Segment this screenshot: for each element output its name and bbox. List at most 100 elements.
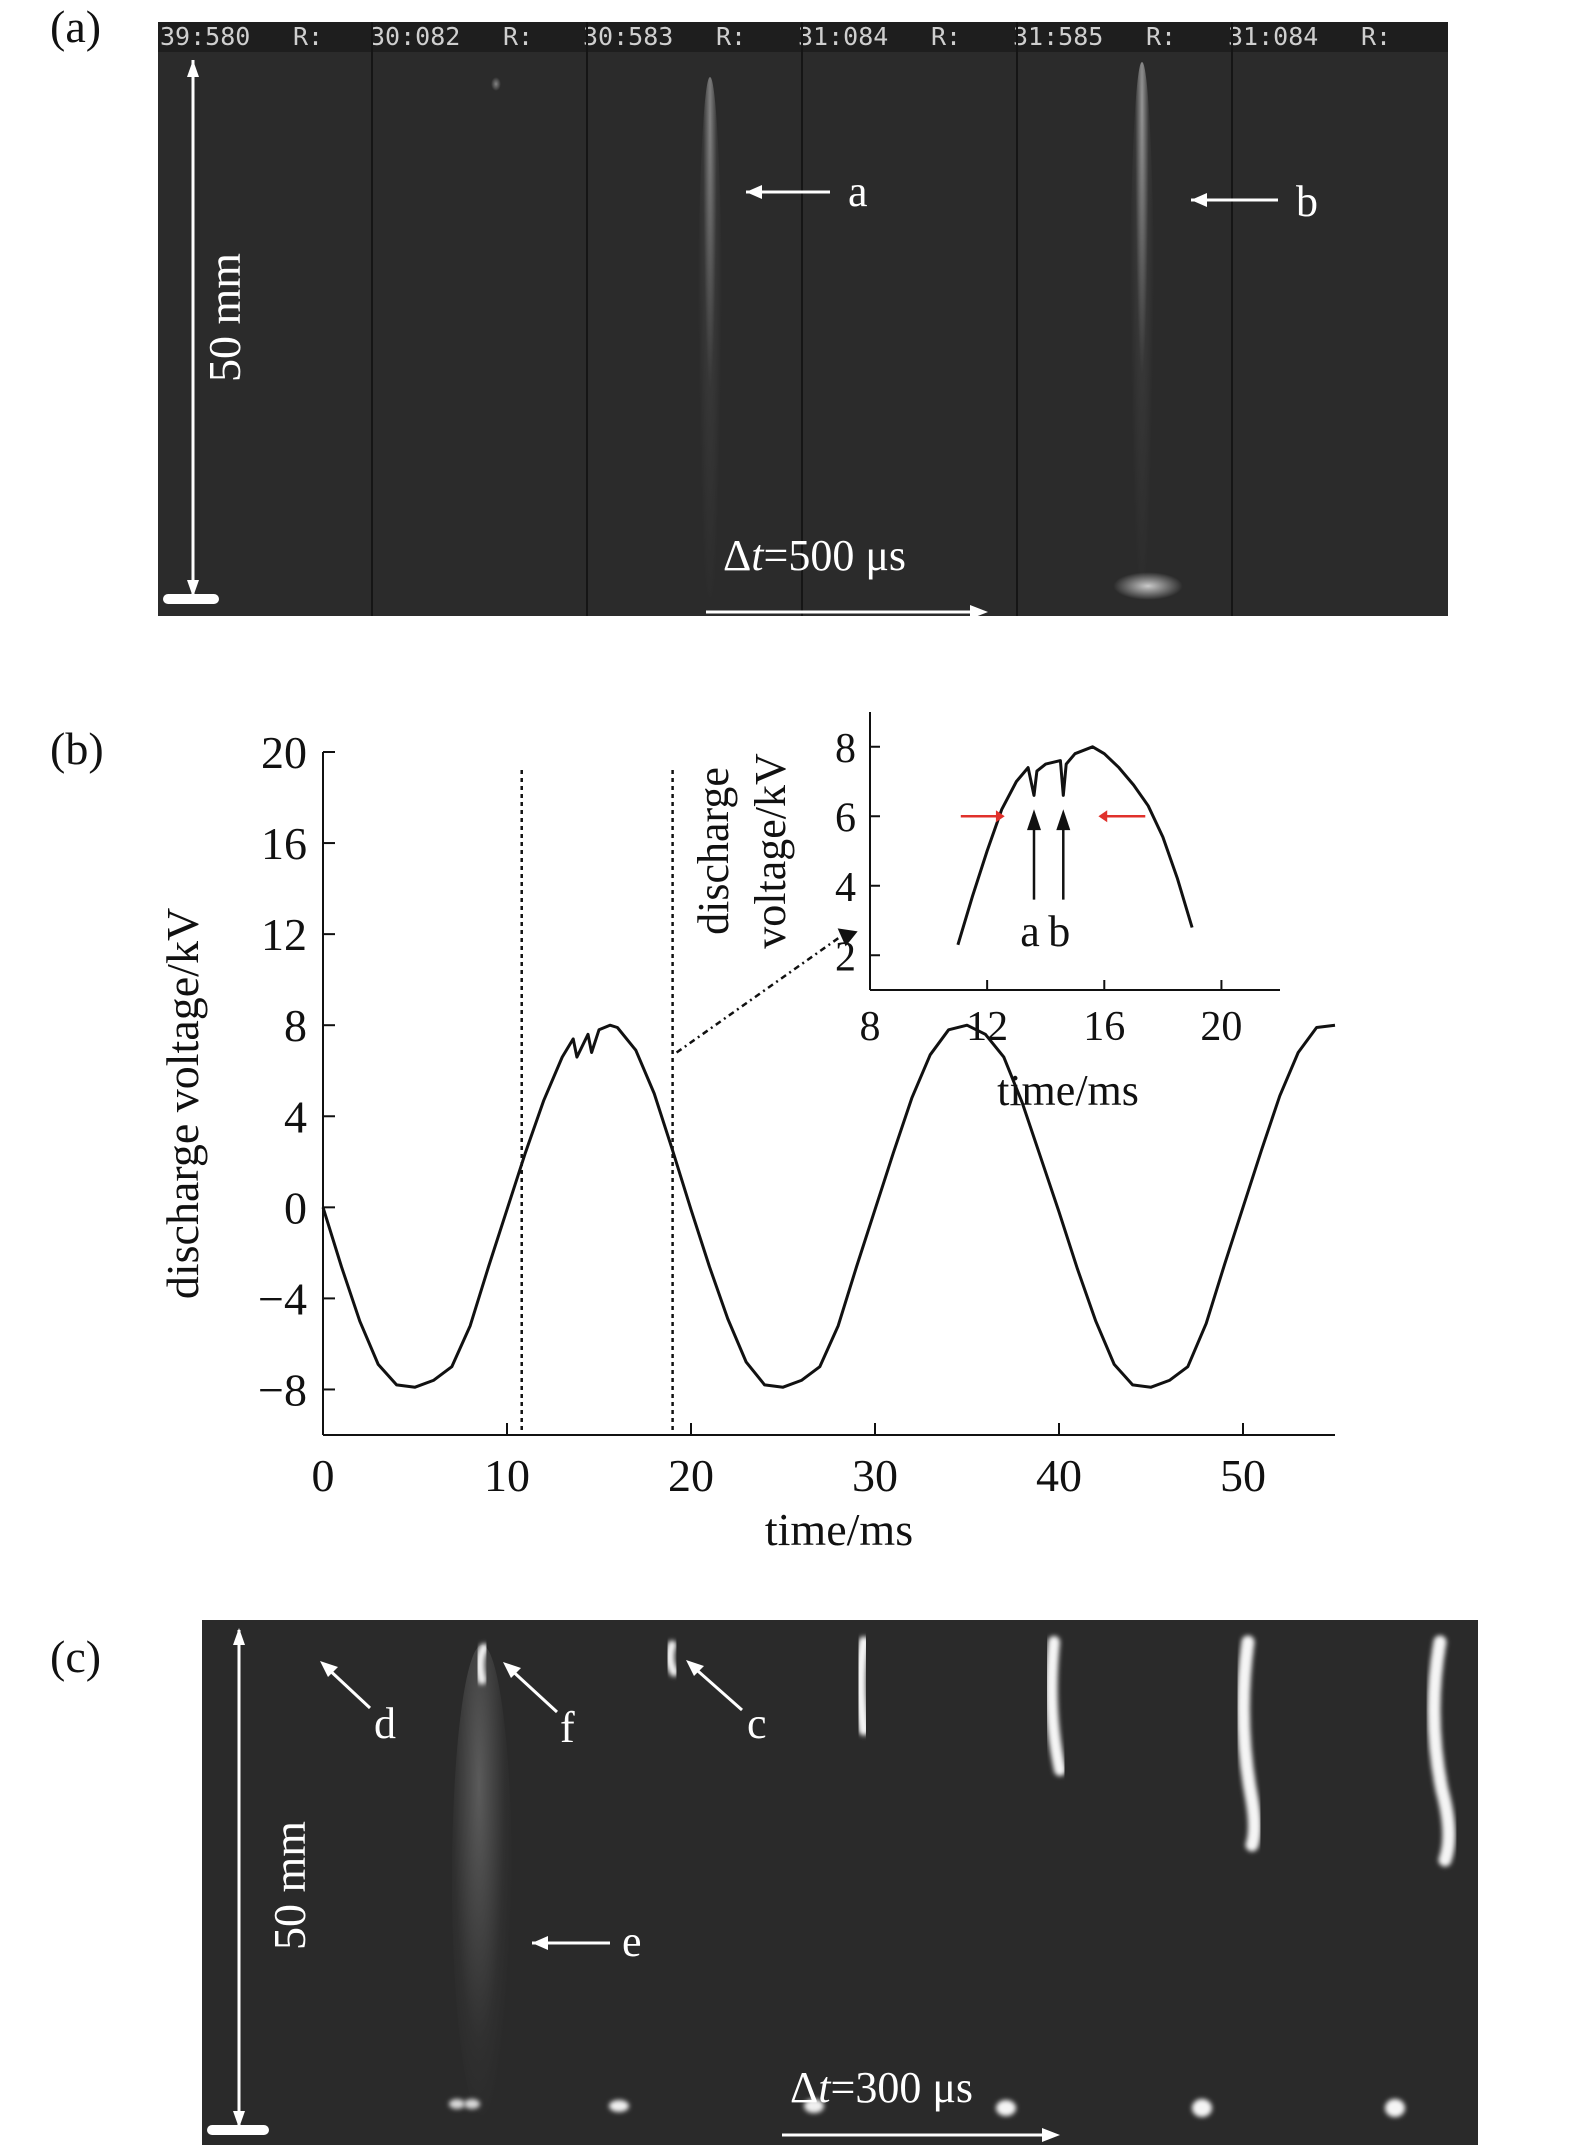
breakdown-arrowhead-icon [1027,809,1041,831]
arrowhead-icon [320,1661,338,1677]
panel-c-label: (c) [50,1631,102,1682]
inset-y-tick-label: 2 [835,934,856,980]
inset-y-tick-label: 4 [835,865,856,911]
diffuse-discharge-glow-e [452,1645,512,2115]
red-arrowhead-icon [995,810,1005,823]
arrowhead-icon [532,1936,548,1950]
x-tick-label: 40 [1036,1450,1082,1501]
frame-divider [1016,22,1018,616]
cathode-spot [449,2099,465,2109]
pointer-arrow-c [689,1662,743,1712]
streamer-frame [1236,1635,1261,1852]
pointer-arrow-f [505,1664,559,1714]
arrowhead-icon [503,1662,521,1678]
y-tick-label: 12 [261,909,307,960]
time-step-label: Δt=300 μs [790,2063,973,2112]
panel-a-label: (a) [50,1,102,52]
red-arrowhead-icon [1098,810,1108,823]
frame-divider [1231,22,1233,616]
x-tick-label: 10 [484,1450,530,1501]
marker-label-e: e [622,1917,642,1966]
marker-label-c: c [747,1699,767,1748]
frame-r-label: R: [1361,22,1392,51]
frame-r-label: R: [931,22,962,51]
scale-bar-arrowhead-top [233,1628,245,1645]
inset-x-tick-label: 12 [966,1004,1008,1050]
cathode-spot [609,2100,629,2112]
cathode-spot [1385,2099,1405,2117]
x-tick-label: 0 [312,1450,335,1501]
marker-label-a: a [848,167,868,216]
voltage-curve [321,1023,1336,1389]
breakdown-label: a [1020,907,1040,956]
camera-frames-c: 50 mm d f c e Δt=300 μs [202,1620,1478,2145]
inset-x-tick-label: 8 [860,1004,881,1050]
zoom-arrowhead-icon [837,928,858,947]
y-tick-label: −8 [258,1364,307,1415]
electrode-marker [207,2125,269,2135]
x-tick-label: 30 [852,1450,898,1501]
timestamp-bar: 39:580 R: 30:082 R: 30:583 R: 31:084 R: … [158,22,1448,52]
zoom-connector-line [675,933,845,1054]
inset-x-tick-label: 20 [1200,1004,1242,1050]
frame-timestamp: 31:585 [1013,22,1104,51]
inset-y-axis-title-line1: discharge [689,767,738,935]
panel-b-label: (b) [50,723,104,774]
inset-y-tick-label: 6 [835,795,856,841]
scale-label: 50 mm [199,253,250,382]
frame-timestamp: 39:580 [160,22,251,51]
arrowhead-icon [1042,2128,1060,2142]
breakdown-label: b [1048,907,1070,956]
discharge-glow-b [1130,62,1154,582]
electrode-marker [163,594,219,604]
inset-y-axis-title-line2: voltage/kV [746,753,795,949]
camera-frames-a: 39:580 R: 30:082 R: 30:583 R: 31:084 R: … [158,22,1448,616]
arrowhead-icon [686,1660,704,1676]
streamer-frame [1427,1635,1456,1867]
cathode-spot [464,2099,480,2109]
marker-label-d: d [374,1699,396,1748]
inset-y-tick-label: 8 [835,726,856,772]
y-axis-title: discharge voltage/kV [157,908,208,1299]
y-tick-label: 20 [261,727,307,778]
frame-r-label: R: [293,22,324,51]
scale-bar-arrowhead-bottom [187,580,199,597]
frame-divider [586,22,588,616]
discharge-glow-a [698,77,722,597]
inset-x-tick-label: 16 [1083,1004,1125,1050]
frame-timestamp: 31:084 [798,22,889,51]
x-tick-label: 50 [1220,1450,1266,1501]
y-tick-label: 16 [261,818,307,869]
cathode-spot-glow [1113,572,1183,600]
frame-r-label: R: [1146,22,1177,51]
breakdown-arrowhead-icon [1056,809,1071,831]
arrowhead-icon [970,605,988,616]
annotation-layer-c: 50 mm d f c e Δt=300 μs [207,1628,1456,2142]
time-step-label: Δt=500 μs [723,531,906,580]
y-tick-label: 4 [284,1091,307,1142]
frame-timestamp: 30:583 [583,22,674,51]
streamer-f [475,1643,489,1685]
cathode-spot [1192,2099,1212,2117]
y-tick-label: −4 [258,1273,307,1324]
scale-bar-arrowhead-top [187,60,199,77]
frame-timestamp: 30:082 [370,22,461,51]
x-tick-label: 20 [668,1450,714,1501]
frame-r-label: R: [503,22,534,51]
inset-x-axis-title: time/ms [997,1066,1139,1115]
cathode-spot [804,2099,824,2113]
cathode-spot [996,2100,1016,2116]
annotation-layer-a: 50 mm a b Δt=500 μs [163,60,1318,616]
y-tick-label: 8 [284,1000,307,1051]
streamer-frame [855,1636,870,1736]
faint-tip-spot [491,77,501,91]
x-axis-title: time/ms [765,1504,913,1555]
inset-voltage-curve [956,745,1194,946]
arrowhead-icon [1191,193,1207,207]
marker-label-f: f [560,1703,575,1752]
frame-r-label: R: [716,22,747,51]
arrowhead-icon [746,185,762,199]
frame-timestamp: 31:084 [1228,22,1319,51]
streamer-frame [1045,1636,1066,1776]
